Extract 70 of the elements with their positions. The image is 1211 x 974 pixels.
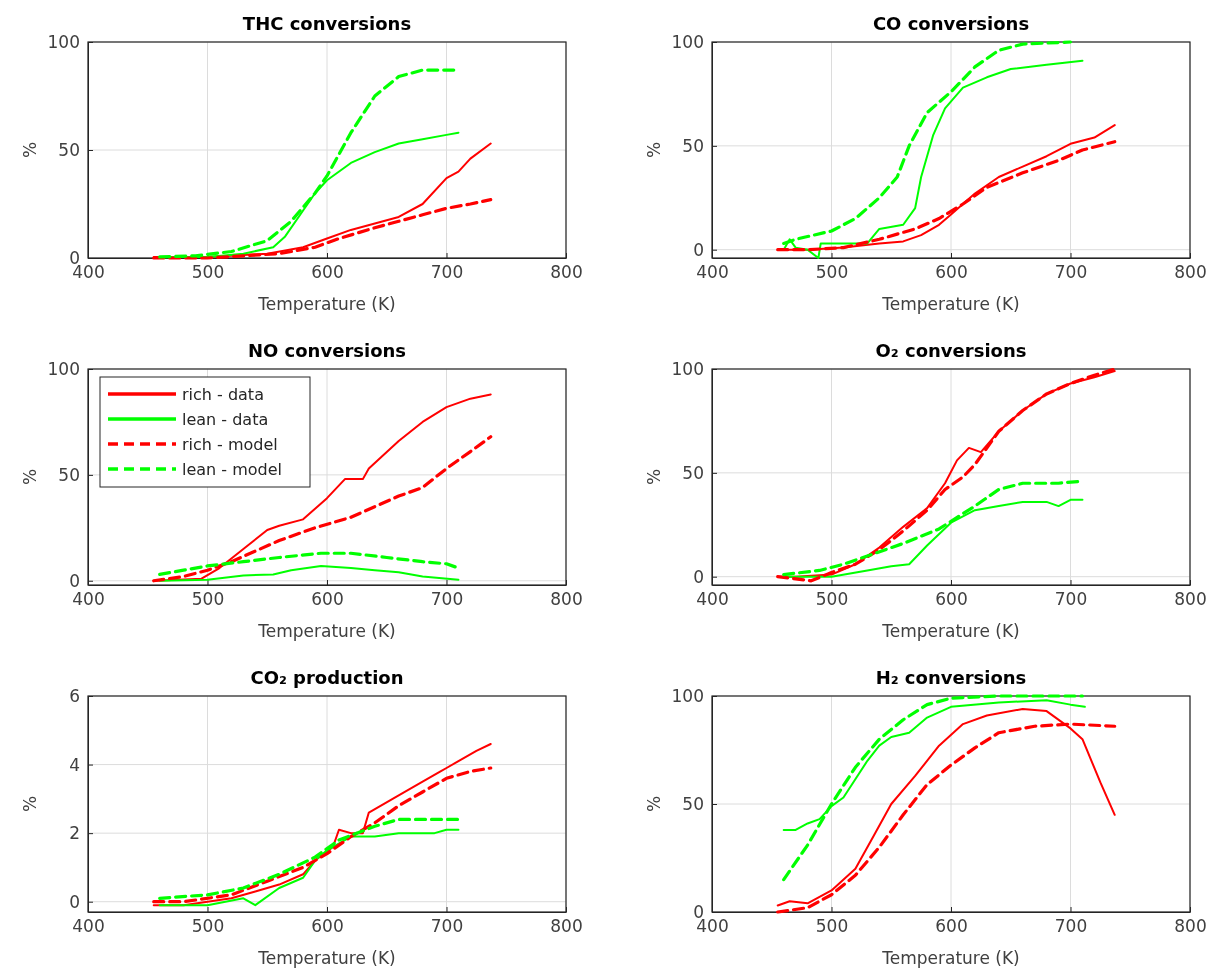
legend-label: rich - model: [182, 435, 278, 454]
x-tick-label: 800: [550, 262, 583, 283]
x-tick-label: 500: [191, 916, 225, 937]
chart-title: CO conversions: [872, 13, 1030, 34]
chart-title: CO₂ production: [250, 667, 404, 688]
y-tick-label: 100: [671, 31, 704, 52]
x-tick-label: 500: [815, 916, 849, 937]
x-tick-label: 500: [815, 262, 849, 283]
chart-title: NO conversions: [247, 340, 407, 361]
x-tick-label: 500: [191, 589, 225, 610]
y-tick-label: 50: [682, 793, 704, 814]
y-tick-label: 2: [69, 823, 80, 844]
x-tick-label: 700: [1054, 589, 1088, 610]
x-tick-label: 600: [311, 262, 344, 283]
y-axis-title: %: [644, 795, 664, 813]
line-series: [782, 694, 1085, 882]
y-axis-title: %: [20, 468, 40, 486]
line-series: [158, 564, 460, 582]
chart-title: H₂ conversions: [875, 667, 1027, 688]
y-tick-label: 100: [47, 358, 80, 379]
y-tick-label: 100: [47, 31, 80, 52]
y-tick-label: 4: [69, 754, 80, 775]
x-tick-label: 600: [311, 916, 344, 937]
x-tick-label: 800: [1174, 262, 1207, 283]
x-axis-title: Temperature (K): [881, 948, 1020, 968]
y-tick-label: 0: [693, 239, 704, 260]
x-tick-label: 700: [430, 262, 464, 283]
x-axis-title: Temperature (K): [257, 621, 396, 641]
x-axis-title: Temperature (K): [257, 948, 396, 968]
y-tick-label: 50: [682, 135, 704, 156]
x-tick-label: 400: [72, 916, 105, 937]
x-tick-label: 600: [935, 262, 968, 283]
x-tick-label: 400: [696, 262, 729, 283]
x-tick-label: 600: [935, 589, 968, 610]
x-tick-label: 800: [550, 589, 583, 610]
x-axis-title: Temperature (K): [257, 294, 396, 314]
y-tick-label: 0: [69, 570, 80, 591]
x-tick-label: 800: [550, 916, 583, 937]
y-tick-label: 100: [671, 685, 704, 706]
legend-label: lean - data: [182, 410, 269, 429]
y-tick-label: 0: [693, 566, 704, 587]
x-axis-title: Temperature (K): [881, 294, 1020, 314]
x-tick-label: 500: [815, 589, 849, 610]
y-axis-title: %: [644, 468, 664, 486]
y-tick-label: 100: [671, 358, 704, 379]
y-tick-label: 50: [58, 139, 80, 160]
chart-title: THC conversions: [242, 13, 412, 34]
x-tick-label: 800: [1174, 589, 1207, 610]
x-tick-label: 400: [72, 589, 105, 610]
y-tick-label: 6: [69, 685, 80, 706]
chart-title: O₂ conversions: [875, 340, 1027, 361]
line-series: [152, 743, 492, 907]
legend-label: lean - model: [182, 460, 282, 479]
x-tick-label: 600: [935, 916, 968, 937]
y-axis-title: %: [644, 141, 664, 159]
y-axis-title: %: [20, 141, 40, 159]
y-axis-title: %: [20, 795, 40, 813]
x-axis-title: Temperature (K): [881, 621, 1020, 641]
x-tick-label: 500: [191, 262, 225, 283]
x-tick-label: 700: [430, 589, 464, 610]
x-tick-label: 600: [311, 589, 344, 610]
legend-label: rich - data: [182, 385, 264, 404]
x-tick-label: 700: [1054, 262, 1088, 283]
y-tick-label: 50: [682, 462, 704, 483]
x-tick-label: 700: [1054, 916, 1088, 937]
y-tick-label: 50: [58, 464, 80, 485]
x-tick-label: 800: [1174, 916, 1207, 937]
y-tick-label: 0: [69, 891, 80, 912]
x-tick-label: 400: [696, 589, 729, 610]
x-tick-label: 700: [430, 916, 464, 937]
